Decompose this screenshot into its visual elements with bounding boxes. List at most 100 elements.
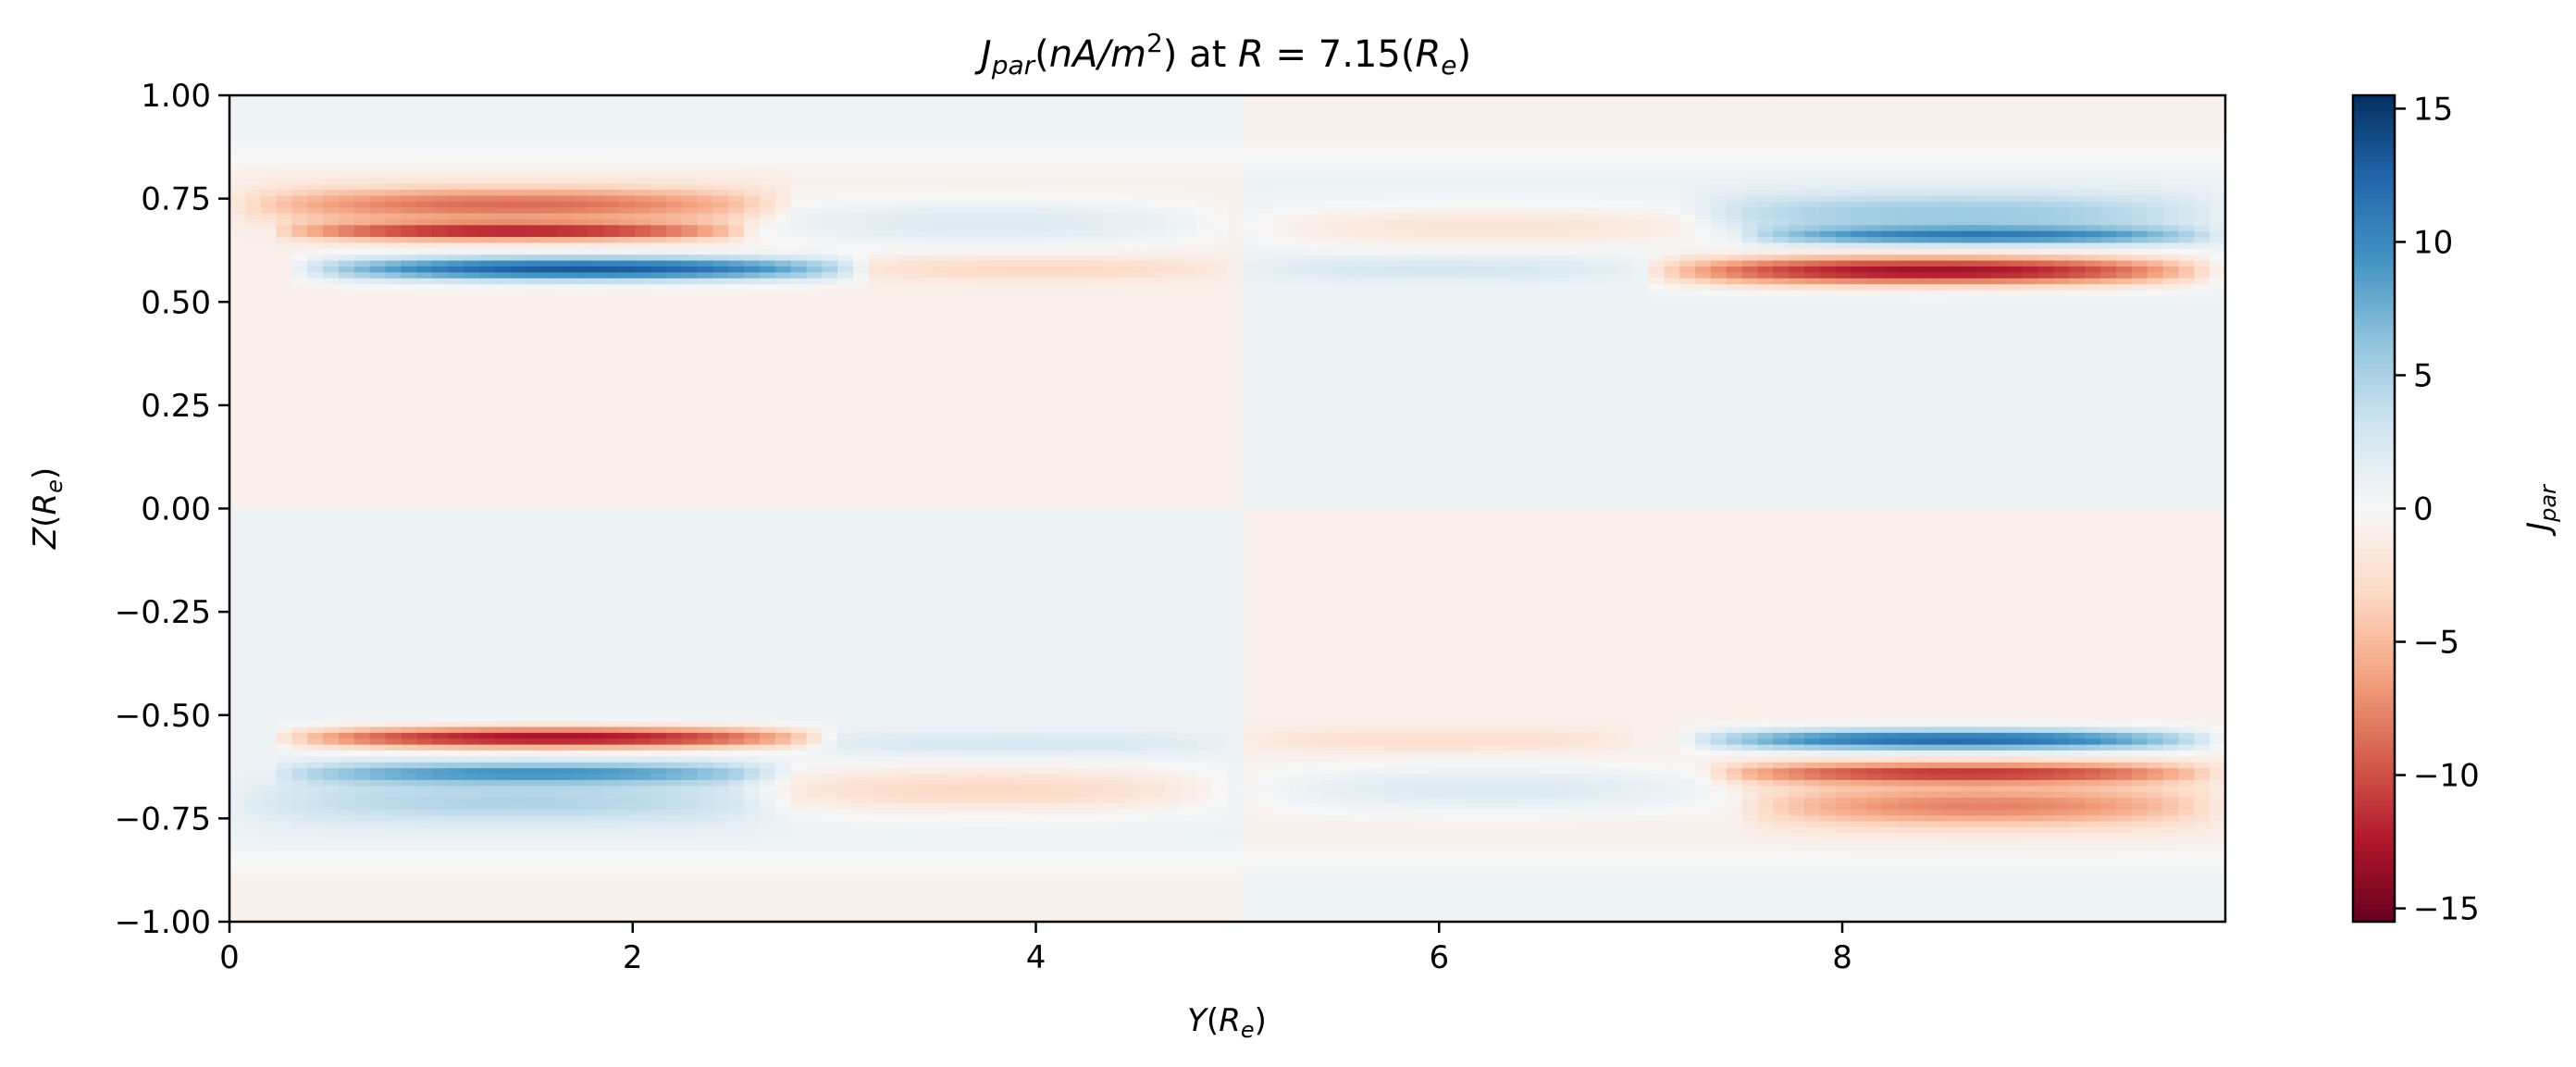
heatmap-cell xyxy=(2037,154,2055,161)
heatmap-cell xyxy=(681,319,699,327)
heatmap-cell xyxy=(307,201,324,208)
heatmap-cell xyxy=(1243,254,1259,262)
heatmap-cell xyxy=(1928,260,1946,267)
heatmap-cell xyxy=(1118,254,1134,262)
heatmap-cell xyxy=(244,278,262,285)
heatmap-cell xyxy=(1009,295,1026,303)
heatmap-cell xyxy=(1352,248,1368,255)
heatmap-cell xyxy=(1726,106,1743,114)
heatmap-cell xyxy=(915,166,932,173)
heatmap-cell xyxy=(1414,213,1431,220)
heatmap-cell xyxy=(1804,178,1821,185)
heatmap-cell xyxy=(1289,201,1307,208)
heatmap-cell xyxy=(1336,284,1353,292)
heatmap-cell xyxy=(1461,290,1478,297)
heatmap-cell xyxy=(977,295,995,303)
heatmap-cell xyxy=(1195,307,1213,315)
heatmap-cell xyxy=(728,290,745,297)
heatmap-cell xyxy=(1991,290,2008,297)
heatmap-cell xyxy=(1305,113,1322,120)
heatmap-cell xyxy=(1227,213,1244,220)
heatmap-cell xyxy=(744,118,761,126)
heatmap-cell xyxy=(1710,118,1728,126)
heatmap-cell xyxy=(650,266,667,273)
heatmap-cell xyxy=(1507,248,1525,255)
heatmap-cell xyxy=(1648,160,1665,167)
heatmap-cell xyxy=(1477,101,1493,108)
heatmap-cell xyxy=(1383,314,1400,320)
heatmap-cell xyxy=(1726,136,1743,143)
heatmap-cell xyxy=(790,260,808,267)
heatmap-cell xyxy=(1835,295,1852,303)
heatmap-cell xyxy=(650,302,667,309)
heatmap-cell xyxy=(947,237,963,244)
heatmap-cell xyxy=(463,319,480,327)
heatmap-cell xyxy=(1320,183,1338,191)
heatmap-cell xyxy=(1056,314,1072,320)
heatmap-cell xyxy=(1991,213,2008,220)
heatmap-cell xyxy=(1960,95,1976,102)
heatmap-cell xyxy=(229,302,246,309)
heatmap-cell xyxy=(1882,166,1899,173)
heatmap-cell xyxy=(1554,95,1571,102)
heatmap-cell xyxy=(2069,154,2086,161)
heatmap-cell xyxy=(1352,295,1368,303)
heatmap-cell xyxy=(1243,290,1259,297)
heatmap-cell xyxy=(1149,171,1166,179)
heatmap-cell xyxy=(759,272,776,279)
heatmap-cell xyxy=(1586,260,1603,267)
heatmap-cell xyxy=(619,266,636,273)
heatmap-cell xyxy=(1009,278,1026,285)
heatmap-cell xyxy=(868,118,886,126)
heatmap-cell xyxy=(541,213,558,220)
heatmap-cell xyxy=(2147,266,2164,273)
heatmap-cell xyxy=(1928,190,1946,197)
heatmap-cell xyxy=(1539,101,1555,108)
heatmap-cell xyxy=(1430,95,1447,102)
heatmap-cell xyxy=(260,195,278,203)
heatmap-cell xyxy=(681,230,699,238)
heatmap-cell xyxy=(1539,314,1555,320)
heatmap-cell xyxy=(931,213,947,220)
heatmap-cell xyxy=(510,190,526,197)
heatmap-cell xyxy=(2162,230,2180,238)
heatmap-cell xyxy=(931,260,947,267)
heatmap-cell xyxy=(385,171,402,179)
heatmap-cell xyxy=(572,166,589,173)
heatmap-cell xyxy=(1383,201,1400,208)
heatmap-cell xyxy=(1616,248,1634,255)
heatmap-cell xyxy=(1710,106,1728,114)
heatmap-cell xyxy=(323,319,340,327)
heatmap-cell xyxy=(1757,272,1774,279)
heatmap-cell xyxy=(432,95,449,102)
heatmap-cell xyxy=(2053,136,2071,143)
heatmap-cell xyxy=(1352,95,1368,102)
heatmap-cell xyxy=(899,136,917,143)
heatmap-cell xyxy=(947,113,963,120)
heatmap-cell xyxy=(774,160,792,167)
heatmap-cell xyxy=(1258,242,1275,250)
heatmap-cell xyxy=(1757,290,1774,297)
heatmap-cell xyxy=(962,190,979,197)
heatmap-cell xyxy=(1835,242,1852,250)
heatmap-cell xyxy=(1632,124,1650,131)
heatmap-cell xyxy=(1851,242,1868,250)
heatmap-cell xyxy=(1336,237,1353,244)
heatmap-cell xyxy=(244,260,262,267)
heatmap-cell xyxy=(1898,95,1914,102)
heatmap-cell xyxy=(416,101,433,108)
heatmap-cell xyxy=(1024,260,1041,267)
heatmap-cell xyxy=(556,195,574,203)
heatmap-cell xyxy=(1804,248,1821,255)
heatmap-cell xyxy=(1695,284,1712,292)
heatmap-cell xyxy=(2007,213,2024,220)
heatmap-cell xyxy=(353,237,371,244)
heatmap-cell xyxy=(1243,218,1259,226)
heatmap-cell xyxy=(947,190,963,197)
heatmap-cell xyxy=(619,95,636,102)
heatmap-cell xyxy=(401,307,417,315)
heatmap-cell xyxy=(416,302,433,309)
heatmap-cell xyxy=(962,118,979,126)
heatmap-cell xyxy=(1430,207,1447,215)
heatmap-cell xyxy=(603,218,620,226)
